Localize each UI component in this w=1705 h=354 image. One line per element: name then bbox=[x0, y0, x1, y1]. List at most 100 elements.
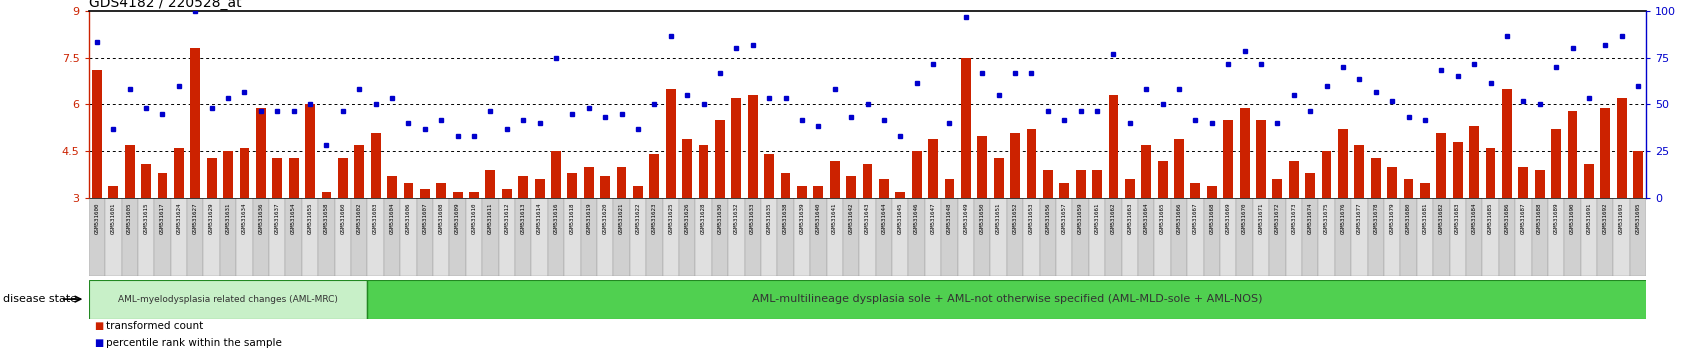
Bar bbox=[1613, 198, 1628, 276]
Bar bbox=[1468, 126, 1478, 198]
Bar bbox=[170, 198, 188, 276]
Text: GSM531656: GSM531656 bbox=[1045, 202, 1050, 234]
Bar bbox=[793, 198, 810, 276]
Bar bbox=[1042, 170, 1052, 198]
Bar bbox=[515, 198, 530, 276]
Bar bbox=[351, 198, 367, 276]
Bar bbox=[928, 139, 938, 198]
Text: GSM531630: GSM531630 bbox=[718, 202, 721, 234]
Text: GSM531645: GSM531645 bbox=[897, 202, 902, 234]
Bar bbox=[269, 198, 285, 276]
Text: GSM531665: GSM531665 bbox=[1159, 202, 1165, 234]
Bar bbox=[1500, 89, 1511, 198]
Bar bbox=[1141, 145, 1151, 198]
Bar bbox=[646, 198, 662, 276]
Bar bbox=[1318, 198, 1333, 276]
Bar bbox=[518, 176, 529, 198]
Bar bbox=[530, 198, 547, 276]
Text: GSM531605: GSM531605 bbox=[128, 202, 131, 234]
Bar bbox=[731, 98, 740, 198]
Bar bbox=[1354, 145, 1364, 198]
Bar bbox=[747, 95, 757, 198]
Bar bbox=[469, 192, 479, 198]
Bar bbox=[206, 158, 217, 198]
Text: GSM531693: GSM531693 bbox=[1618, 202, 1623, 234]
Text: GSM531600: GSM531600 bbox=[94, 202, 99, 234]
Bar bbox=[1251, 198, 1269, 276]
Bar bbox=[220, 198, 235, 276]
Bar bbox=[547, 198, 564, 276]
Bar bbox=[235, 198, 252, 276]
Text: GSM531669: GSM531669 bbox=[1224, 202, 1229, 234]
Bar bbox=[665, 89, 675, 198]
Bar bbox=[1531, 198, 1546, 276]
Text: GSM531602: GSM531602 bbox=[356, 202, 361, 234]
Bar bbox=[1055, 198, 1072, 276]
Bar bbox=[1596, 198, 1613, 276]
Bar bbox=[1546, 198, 1563, 276]
Bar bbox=[1485, 148, 1495, 198]
Text: GSM531618: GSM531618 bbox=[569, 202, 575, 234]
Bar bbox=[994, 158, 1003, 198]
Bar bbox=[1023, 198, 1038, 276]
Text: GSM531663: GSM531663 bbox=[1127, 202, 1132, 234]
Bar bbox=[1599, 108, 1610, 198]
Text: GSM531682: GSM531682 bbox=[1437, 202, 1442, 234]
Text: GSM531653: GSM531653 bbox=[1028, 202, 1033, 234]
Bar bbox=[203, 198, 220, 276]
Text: GSM531641: GSM531641 bbox=[832, 202, 837, 234]
Text: disease state: disease state bbox=[3, 294, 77, 304]
Bar bbox=[825, 198, 842, 276]
Bar bbox=[89, 198, 106, 276]
Bar bbox=[89, 280, 367, 319]
Bar bbox=[846, 176, 856, 198]
Text: GSM531674: GSM531674 bbox=[1308, 202, 1311, 234]
Bar bbox=[895, 192, 905, 198]
Bar bbox=[188, 198, 203, 276]
Bar bbox=[1321, 152, 1330, 198]
Bar bbox=[452, 192, 462, 198]
Bar bbox=[875, 198, 892, 276]
Bar bbox=[223, 152, 234, 198]
Text: GSM531615: GSM531615 bbox=[143, 202, 148, 234]
Text: GSM531689: GSM531689 bbox=[1553, 202, 1558, 234]
Text: GSM531634: GSM531634 bbox=[242, 202, 247, 234]
Bar bbox=[1415, 198, 1432, 276]
Text: GDS4182 / 220528_at: GDS4182 / 220528_at bbox=[89, 0, 240, 10]
Text: GSM531617: GSM531617 bbox=[160, 202, 165, 234]
Bar bbox=[252, 198, 269, 276]
Text: GSM531604: GSM531604 bbox=[389, 202, 394, 234]
Bar bbox=[1059, 183, 1069, 198]
Text: GSM531628: GSM531628 bbox=[701, 202, 706, 234]
Text: AML-myelodysplasia related changes (AML-MRC): AML-myelodysplasia related changes (AML-… bbox=[118, 295, 338, 304]
Bar bbox=[157, 173, 167, 198]
Bar bbox=[256, 108, 266, 198]
Text: GSM531632: GSM531632 bbox=[733, 202, 738, 234]
Bar bbox=[1091, 170, 1101, 198]
Text: GSM531624: GSM531624 bbox=[176, 202, 181, 234]
Text: GSM531611: GSM531611 bbox=[488, 202, 493, 234]
Bar bbox=[285, 198, 302, 276]
Text: GSM531619: GSM531619 bbox=[587, 202, 592, 234]
Bar bbox=[760, 198, 777, 276]
Bar bbox=[92, 70, 102, 198]
Bar bbox=[370, 133, 380, 198]
Bar bbox=[1137, 198, 1154, 276]
Bar bbox=[764, 154, 774, 198]
Bar bbox=[1076, 170, 1084, 198]
Text: GSM531646: GSM531646 bbox=[914, 202, 919, 234]
Text: GSM531677: GSM531677 bbox=[1355, 202, 1361, 234]
Bar bbox=[810, 198, 825, 276]
Bar bbox=[629, 198, 646, 276]
Bar bbox=[1173, 139, 1183, 198]
Bar bbox=[436, 183, 447, 198]
Bar bbox=[616, 167, 626, 198]
Bar bbox=[728, 198, 743, 276]
Bar bbox=[878, 179, 888, 198]
Bar bbox=[534, 179, 544, 198]
Bar bbox=[1514, 198, 1531, 276]
Bar bbox=[273, 158, 281, 198]
Text: GSM531684: GSM531684 bbox=[1471, 202, 1477, 234]
Text: GSM531649: GSM531649 bbox=[963, 202, 968, 234]
Bar bbox=[1432, 198, 1449, 276]
